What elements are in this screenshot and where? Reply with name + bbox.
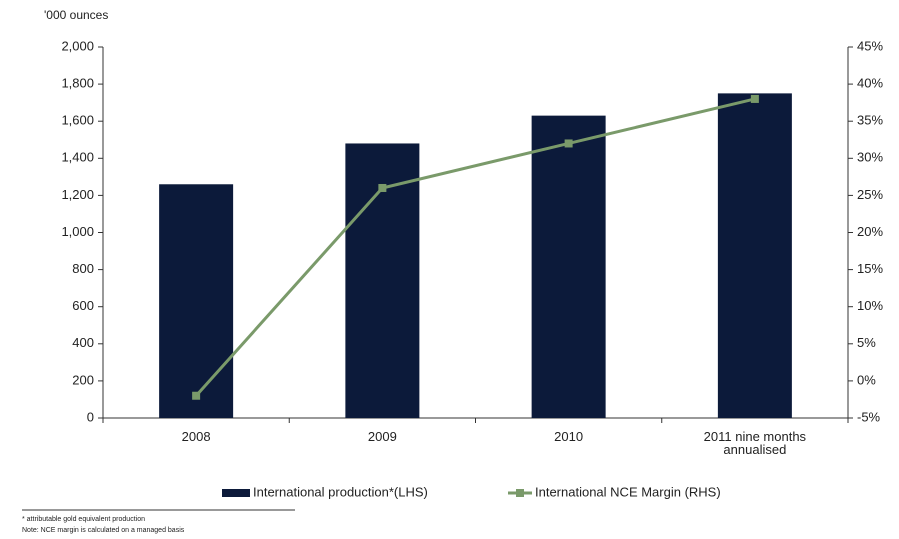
y2-tick-label: 30% xyxy=(857,150,883,165)
y2-tick-label: 0% xyxy=(857,372,876,387)
y-tick-label: 800 xyxy=(72,261,94,276)
legend-label: International production*(LHS) xyxy=(253,484,428,499)
y2-tick-label: 10% xyxy=(857,298,883,313)
bar xyxy=(159,184,234,418)
footnote: * attributable gold equivalent productio… xyxy=(22,516,145,523)
y-tick-label: 1,600 xyxy=(61,113,94,128)
y-tick-label: 2,000 xyxy=(61,38,94,53)
y2-tick-label: -5% xyxy=(857,409,881,424)
x-tick-label: 2010 xyxy=(554,429,584,444)
bar xyxy=(717,93,792,418)
y2-tick-label: 5% xyxy=(857,335,876,350)
y-tick-label: 1,800 xyxy=(61,76,94,91)
line-marker xyxy=(192,391,201,400)
y2-tick-label: 25% xyxy=(857,187,883,202)
x-tick-label: 2009 xyxy=(367,429,397,444)
y-tick-label: 200 xyxy=(72,372,94,387)
y2-tick-label: 15% xyxy=(857,261,883,276)
bar xyxy=(531,115,606,418)
y2-tick-label: 35% xyxy=(857,113,883,128)
x-tick-label: 2008 xyxy=(181,429,211,444)
y2-tick-label: 20% xyxy=(857,224,883,239)
legend-swatch xyxy=(222,489,250,497)
y2-tick-label: 40% xyxy=(857,76,883,91)
line xyxy=(195,97,756,397)
y-tick-label: 1,200 xyxy=(61,187,94,202)
x-tick-label: 2011 nine months annualised xyxy=(703,429,807,457)
y-tick-label: 400 xyxy=(72,335,94,350)
legend-label: International NCE Margin (RHS) xyxy=(535,484,721,499)
footnote: Note: NCE margin is calculated on a mana… xyxy=(22,527,185,534)
y-axis-label: '000 ounces xyxy=(44,8,108,22)
y-tick-label: 600 xyxy=(72,298,94,313)
y-tick-label: 0 xyxy=(87,409,94,424)
legend-marker xyxy=(516,489,524,497)
line-marker xyxy=(750,94,759,103)
line-marker xyxy=(564,139,573,148)
y-tick-label: 1,000 xyxy=(61,224,94,239)
line-marker xyxy=(378,183,387,192)
y2-tick-label: 45% xyxy=(857,38,883,53)
y-tick-label: 1,400 xyxy=(61,150,94,165)
